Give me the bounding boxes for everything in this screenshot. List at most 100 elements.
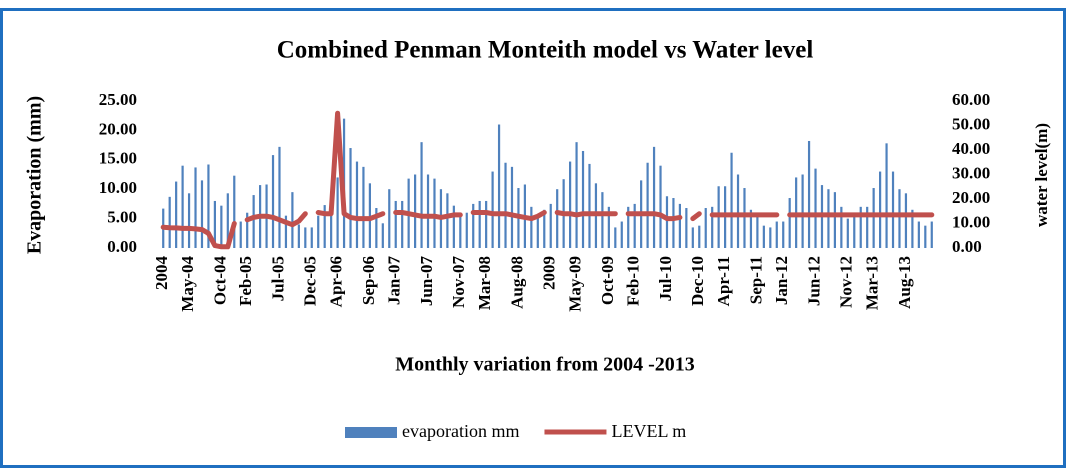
bar [898,189,901,248]
bar [736,174,740,248]
bar [310,227,313,248]
x-tick-label: Dec-10 [688,256,707,306]
bar [769,227,772,248]
x-tick-label: 2004 [152,256,171,291]
bar [627,206,630,248]
bar [194,167,197,248]
bar [317,215,320,248]
y-tick-label: 20.00 [99,119,137,138]
bar [833,192,836,248]
bar [426,174,430,248]
bar [730,152,733,248]
bar [775,221,778,248]
bar [388,189,391,248]
x-tick-label: Oct-04 [210,256,229,306]
x-tick-label: Apr-11 [714,256,733,306]
bar [414,174,417,248]
bar [401,200,404,248]
bar [394,200,397,248]
bar [885,143,888,248]
x-tick-label: Nov-12 [837,256,856,308]
bar [362,166,365,248]
bar [678,203,681,248]
x-tick-label: Nov-07 [449,256,468,308]
y2-tick-label: 60.00 [952,90,990,109]
x-tick-label: Apr-06 [327,256,346,307]
bar [271,155,275,248]
bar [239,221,242,248]
bar [459,215,462,248]
x-tick-label: May-09 [565,256,584,312]
line [160,110,935,250]
bar [782,221,785,248]
bar [452,205,455,248]
bar [872,188,875,248]
bar [859,206,862,248]
bar [704,208,707,248]
bar [446,193,449,248]
bar [904,193,908,248]
bar [465,212,468,248]
y2-tick-label: 40.00 [952,139,990,158]
bar [840,206,843,248]
chart-title: Combined Penman Monteith model vs Water … [277,37,814,64]
bar [556,189,559,248]
bar [336,177,339,248]
bar [497,124,501,248]
x-tick-label: Feb-05 [236,256,255,306]
bar [226,193,229,248]
bar [588,163,591,248]
bar [614,227,617,248]
bar [246,212,249,248]
x-tick-label: Mar-08 [475,256,494,310]
bar [685,208,688,248]
y2-axis-label: water level(m) [1032,123,1051,227]
bar [672,198,675,248]
x-tick-label: Jun-07 [417,256,436,307]
y2-tick-label: 0.00 [952,237,982,256]
bar [549,203,552,248]
x-tick-label: Jan-07 [385,256,404,306]
bar [788,198,791,248]
bar [213,200,216,248]
bar [575,142,578,248]
bar [749,209,753,248]
x-tick-label: Jul-05 [268,256,287,301]
x-tick-label: Jul-10 [656,256,675,301]
bar [530,206,533,248]
y2-tick-label: 30.00 [952,163,990,182]
x-tick-label: Sep-11 [746,256,765,304]
bar [381,223,384,248]
bar [601,192,604,248]
bar [698,225,701,248]
bar [478,200,481,248]
bar [187,193,191,248]
bar [291,192,294,248]
x-tick-label: Jan-12 [772,256,791,305]
bar [543,209,546,248]
x-tick-label: Feb-10 [624,256,643,306]
bar [691,227,694,248]
bar [433,178,436,248]
bar [355,161,359,248]
bar [607,206,610,248]
bar [220,205,223,248]
bar [659,165,662,248]
bar [652,146,656,248]
x-axis-label: Monthly variation from 2004 -2013 [395,354,695,376]
bar [472,203,475,248]
bar [891,171,895,248]
y-tick-label: 10.00 [99,178,137,197]
y-tick-label: 15.00 [99,149,137,168]
bar [814,168,817,248]
bar [485,200,488,248]
x-tick-label: Dec-05 [301,256,320,306]
bar [207,164,210,248]
x-tick-label: Aug-13 [895,256,914,309]
bar [911,209,914,248]
bar [375,208,378,248]
bar [646,162,649,248]
y-axis-label: Evaporation (mm) [24,96,46,254]
legend-swatch [345,427,397,438]
bar [930,221,933,248]
